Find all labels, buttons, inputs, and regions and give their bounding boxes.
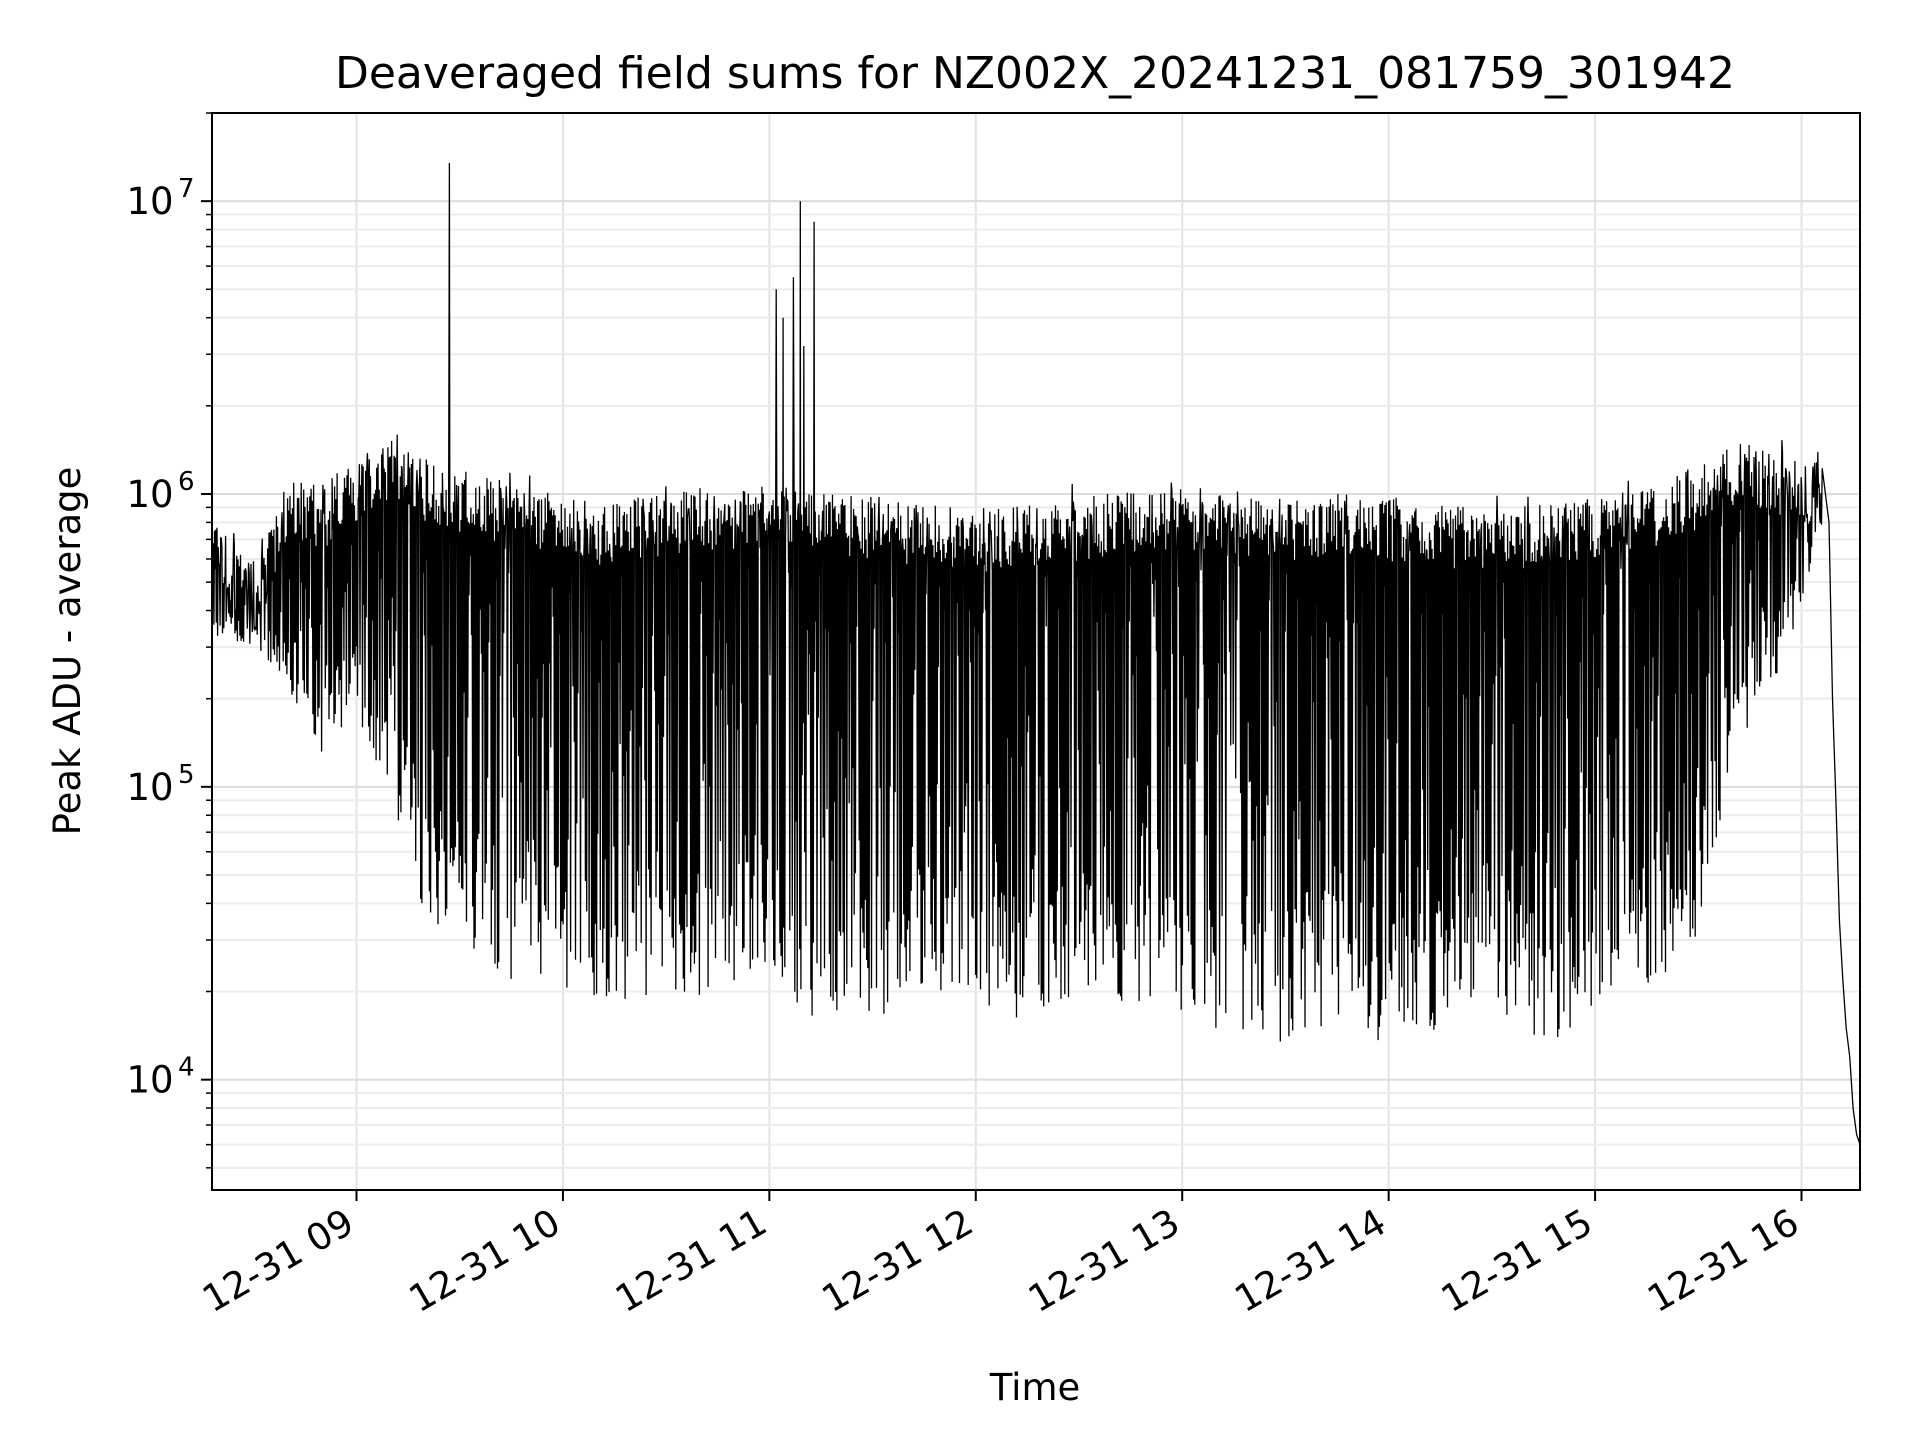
x-axis-ticks: 12-31 09 12-31 10 12-31 11 12-31 12 12-31 13…	[195, 1190, 1806, 1321]
y-axis-label: Peak ADU - average	[46, 467, 89, 836]
x-axis-label: Time	[989, 1366, 1081, 1409]
y-tick-exponent: 6	[178, 467, 195, 497]
x-tick-label: 12-31 13	[1021, 1201, 1187, 1321]
y-tick-exponent: 7	[178, 174, 195, 204]
y-tick-label: 10	[126, 180, 173, 223]
chart-title: Deaveraged field sums for NZ002X_2024123…	[335, 48, 1735, 99]
x-tick-label: 12-31 09	[195, 1201, 361, 1321]
y-tick-exponent: 4	[178, 1053, 195, 1083]
x-tick-label: 12-31 15	[1434, 1201, 1600, 1321]
x-tick-label: 12-31 11	[608, 1201, 774, 1321]
y-tick-label: 10	[126, 766, 173, 809]
series-line	[212, 162, 1860, 1145]
x-tick-label: 12-31 16	[1640, 1201, 1806, 1321]
plot-frame	[211, 112, 1861, 1191]
data-series	[212, 162, 1860, 1145]
y-tick-label: 10	[126, 1059, 173, 1102]
y-tick-exponent: 5	[178, 760, 195, 790]
x-tick-label: 12-31 12	[815, 1201, 981, 1321]
x-tick-label: 12-31 14	[1228, 1201, 1394, 1321]
plot-area	[212, 162, 1860, 1145]
y-tick-label: 10	[126, 473, 173, 516]
x-tick-label: 12-31 10	[402, 1201, 568, 1321]
